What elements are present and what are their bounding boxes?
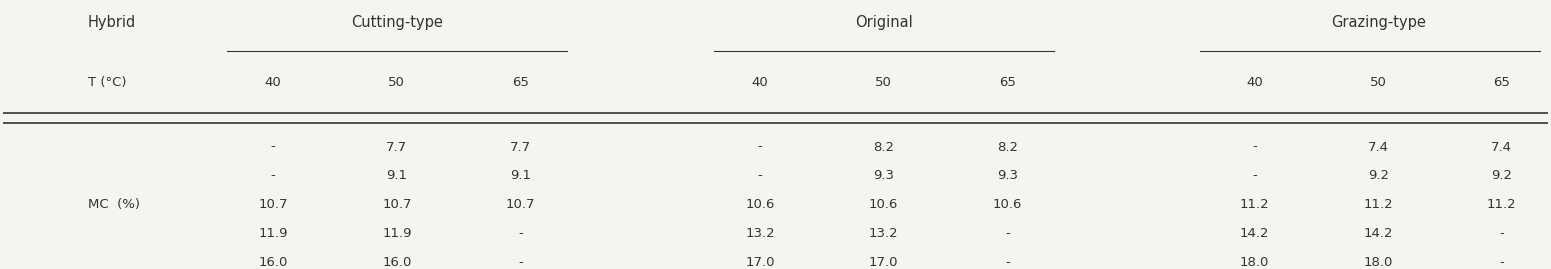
Text: 7.4: 7.4: [1492, 140, 1512, 154]
Text: 14.2: 14.2: [1239, 227, 1269, 240]
Text: -: -: [758, 140, 763, 154]
Text: 17.0: 17.0: [746, 256, 776, 269]
Text: 65: 65: [999, 76, 1016, 89]
Text: -: -: [518, 227, 523, 240]
Text: 50: 50: [1370, 76, 1387, 89]
Text: MC  (%): MC (%): [88, 198, 140, 211]
Text: -: -: [1005, 256, 1010, 269]
Text: Hybrid: Hybrid: [88, 15, 136, 30]
Text: 40: 40: [1245, 76, 1263, 89]
Text: 18.0: 18.0: [1363, 256, 1393, 269]
Text: -: -: [271, 169, 276, 182]
Text: -: -: [1500, 256, 1504, 269]
Text: 11.9: 11.9: [382, 227, 411, 240]
Text: 9.1: 9.1: [510, 169, 530, 182]
Text: 7.4: 7.4: [1368, 140, 1388, 154]
Text: 7.7: 7.7: [510, 140, 530, 154]
Text: Cutting-type: Cutting-type: [351, 15, 442, 30]
Text: 11.2: 11.2: [1487, 198, 1517, 211]
Text: Grazing-type: Grazing-type: [1331, 15, 1425, 30]
Text: -: -: [1252, 169, 1256, 182]
Text: 40: 40: [752, 76, 768, 89]
Text: 65: 65: [1494, 76, 1511, 89]
Text: 10.7: 10.7: [259, 198, 288, 211]
Text: 9.2: 9.2: [1492, 169, 1512, 182]
Text: 10.6: 10.6: [869, 198, 898, 211]
Text: 11.2: 11.2: [1363, 198, 1393, 211]
Text: -: -: [1005, 227, 1010, 240]
Text: Original: Original: [855, 15, 912, 30]
Text: -: -: [758, 169, 763, 182]
Text: 9.3: 9.3: [997, 169, 1017, 182]
Text: -: -: [1500, 227, 1504, 240]
Text: 10.6: 10.6: [993, 198, 1022, 211]
Text: 16.0: 16.0: [382, 256, 411, 269]
Text: 50: 50: [875, 76, 892, 89]
Text: 11.9: 11.9: [259, 227, 288, 240]
Text: 13.2: 13.2: [744, 227, 776, 240]
Text: 10.7: 10.7: [506, 198, 535, 211]
Text: 8.2: 8.2: [873, 140, 895, 154]
Text: 17.0: 17.0: [869, 256, 898, 269]
Text: 13.2: 13.2: [869, 227, 898, 240]
Text: 16.0: 16.0: [259, 256, 288, 269]
Text: -: -: [271, 140, 276, 154]
Text: 40: 40: [265, 76, 282, 89]
Text: 65: 65: [512, 76, 529, 89]
Text: 50: 50: [388, 76, 405, 89]
Text: 11.2: 11.2: [1239, 198, 1269, 211]
Text: 18.0: 18.0: [1239, 256, 1269, 269]
Text: 9.1: 9.1: [386, 169, 408, 182]
Text: 8.2: 8.2: [997, 140, 1017, 154]
Text: 14.2: 14.2: [1363, 227, 1393, 240]
Text: 7.7: 7.7: [386, 140, 408, 154]
Text: 9.3: 9.3: [873, 169, 895, 182]
Text: -: -: [518, 256, 523, 269]
Text: 10.6: 10.6: [746, 198, 776, 211]
Text: 9.2: 9.2: [1368, 169, 1388, 182]
Text: 10.7: 10.7: [382, 198, 411, 211]
Text: T (°C): T (°C): [88, 76, 126, 89]
Text: -: -: [1252, 140, 1256, 154]
